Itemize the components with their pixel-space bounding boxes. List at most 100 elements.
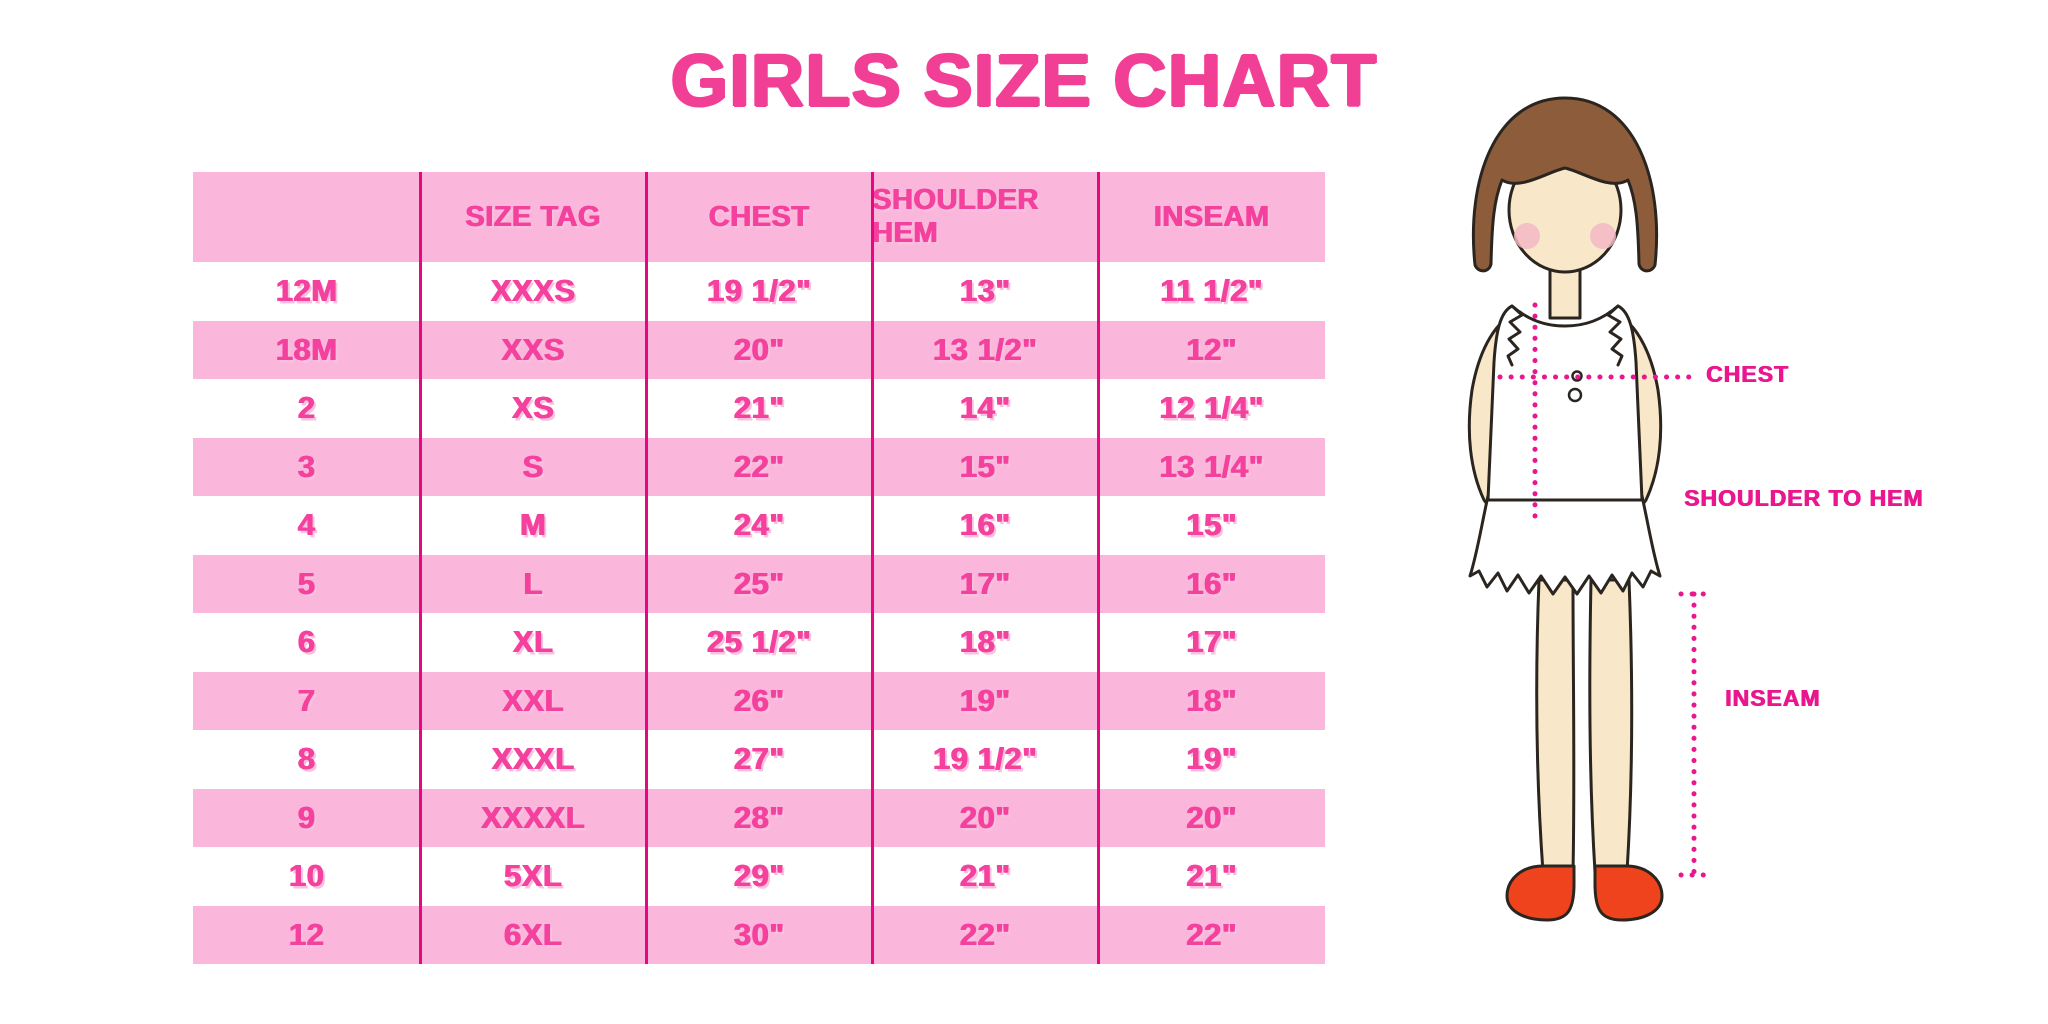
table-cell: 13 1/4" <box>1159 448 1264 484</box>
column-divider <box>1096 172 1100 964</box>
table-row: 12 6XL 30" 22" 22" <box>193 905 1325 964</box>
table-cell: 5XL <box>503 858 563 894</box>
table-cell: XXXS <box>490 273 576 309</box>
header-cell: SIZE TAG <box>465 200 601 233</box>
table-cell: 9 <box>297 799 316 835</box>
table-cell: 17" <box>1186 624 1237 660</box>
table-cell: 24" <box>733 507 785 543</box>
inseam-label: INSEAM <box>1725 685 1821 711</box>
page-title: GIRLS SIZE CHART <box>670 39 1378 122</box>
table-cell: XXXXL <box>480 799 586 835</box>
column-divider <box>870 172 874 964</box>
table-cell: 16" <box>1186 565 1237 601</box>
table-row: 10 5XL 29" 21" 21" <box>193 847 1325 906</box>
table-cell: 3 <box>297 448 316 484</box>
header-cell: SHOULDER HEM <box>872 184 1039 249</box>
girl-ruffle-left <box>1506 304 1524 367</box>
size-table: SIZE TAG CHEST SHOULDER HEM INSEAM 12M XXXS 19… <box>193 172 1325 964</box>
table-cell: 21" <box>1186 858 1237 894</box>
table-row: 4 M 24" 16" 15" <box>193 496 1325 555</box>
table-header-row: SIZE TAG CHEST SHOULDER HEM INSEAM <box>193 172 1325 262</box>
table-cell: 14" <box>959 390 1011 426</box>
table-cell: 28" <box>733 799 785 835</box>
table-cell: 19 1/2" <box>932 741 1038 777</box>
girl-shoe-right <box>1593 864 1664 922</box>
table-cell: XS <box>511 390 555 426</box>
table-cell: XXS <box>501 331 565 367</box>
table-cell: 25 1/2" <box>706 624 812 660</box>
table-cell: 10 <box>288 858 325 894</box>
column-divider <box>644 172 648 964</box>
table-cell: 22" <box>959 916 1011 952</box>
table-cell: 8 <box>297 741 316 777</box>
table-row: 9 XXXXL 28" 20" 20" <box>193 788 1325 847</box>
table-cell: 29" <box>733 858 785 894</box>
header-cell: INSEAM <box>1153 200 1270 233</box>
table-cell: XL <box>512 624 554 660</box>
girl-ruffle-right <box>1606 304 1624 367</box>
table-row: 6 XL 25 1/2" 18" 17" <box>193 613 1325 672</box>
girl-hair <box>1471 96 1659 273</box>
girl-skirt <box>1468 494 1662 596</box>
table-cell: 19 1/2" <box>706 273 812 309</box>
table-cell: 4 <box>297 507 316 543</box>
girl-bodice <box>1486 304 1644 502</box>
column-divider <box>418 172 422 964</box>
table-row: 3 S 22" 15" 13 1/4" <box>193 437 1325 496</box>
table-row: 2 XS 21" 14" 12 1/4" <box>193 379 1325 438</box>
girl-shoe-left <box>1505 864 1576 922</box>
table-cell: 19" <box>1186 741 1237 777</box>
table-cell: 30" <box>733 916 785 952</box>
shoulder-to-hem-label: SHOULDER TO HEM <box>1684 485 1924 511</box>
table-cell: 13" <box>959 273 1011 309</box>
chest-label: CHEST <box>1706 361 1789 387</box>
girl-button-bottom <box>1567 387 1583 403</box>
table-row: 8 XXXL 27" 19 1/2" 19" <box>193 730 1325 789</box>
table-cell: 19" <box>959 682 1011 718</box>
table-cell: 27" <box>733 741 785 777</box>
table-cell: M <box>519 507 547 543</box>
table-row: 12M XXXS 19 1/2" 13" 11 1/2" <box>193 262 1325 321</box>
table-cell: 11 1/2" <box>1160 273 1263 309</box>
table-cell: 18" <box>1186 682 1237 718</box>
table-cell: 12 1/4" <box>1159 390 1264 426</box>
table-cell: S <box>522 448 544 484</box>
table-cell: 2 <box>297 390 316 426</box>
table-cell: 22" <box>1186 916 1237 952</box>
header-cell: CHEST <box>708 200 810 233</box>
table-cell: XXL <box>502 682 564 718</box>
table-cell: 18M <box>275 331 338 367</box>
girl-blush-left <box>1514 223 1540 249</box>
table-cell: 15" <box>1186 507 1237 543</box>
girl-figure-illustration <box>1467 96 1711 922</box>
table-cell: 25" <box>733 565 785 601</box>
table-cell: 6 <box>297 624 316 660</box>
table-cell: 17" <box>959 565 1011 601</box>
table-cell: 12M <box>275 273 338 309</box>
table-cell: 16" <box>959 507 1011 543</box>
table-cell: 20" <box>1186 799 1237 835</box>
table-cell: 21" <box>733 390 785 426</box>
girl-leg-right <box>1588 578 1634 874</box>
table-row: 7 XXL 26" 19" 18" <box>193 671 1325 730</box>
table-cell: L <box>523 565 543 601</box>
table-cell: 18" <box>959 624 1011 660</box>
table-cell: 12 <box>288 916 325 952</box>
table-cell: 26" <box>733 682 785 718</box>
table-cell: 6XL <box>503 916 563 952</box>
header-cell <box>193 172 420 262</box>
table-row: 5 L 25" 17" 16" <box>193 554 1325 613</box>
table-cell: 12" <box>1186 331 1237 367</box>
table-cell: 13 1/2" <box>932 331 1038 367</box>
girl-leg-left <box>1535 578 1576 874</box>
table-cell: XXXL <box>491 741 575 777</box>
table-cell: 7 <box>297 682 316 718</box>
table-cell: 20" <box>959 799 1011 835</box>
table-row: 18M XXS 20" 13 1/2" 12" <box>193 320 1325 379</box>
table-cell: 22" <box>733 448 785 484</box>
table-cell: 20" <box>733 331 785 367</box>
table-cell: 5 <box>297 565 316 601</box>
table-cell: 21" <box>959 858 1011 894</box>
table-cell: 15" <box>959 448 1011 484</box>
girl-blush-right <box>1590 223 1616 249</box>
